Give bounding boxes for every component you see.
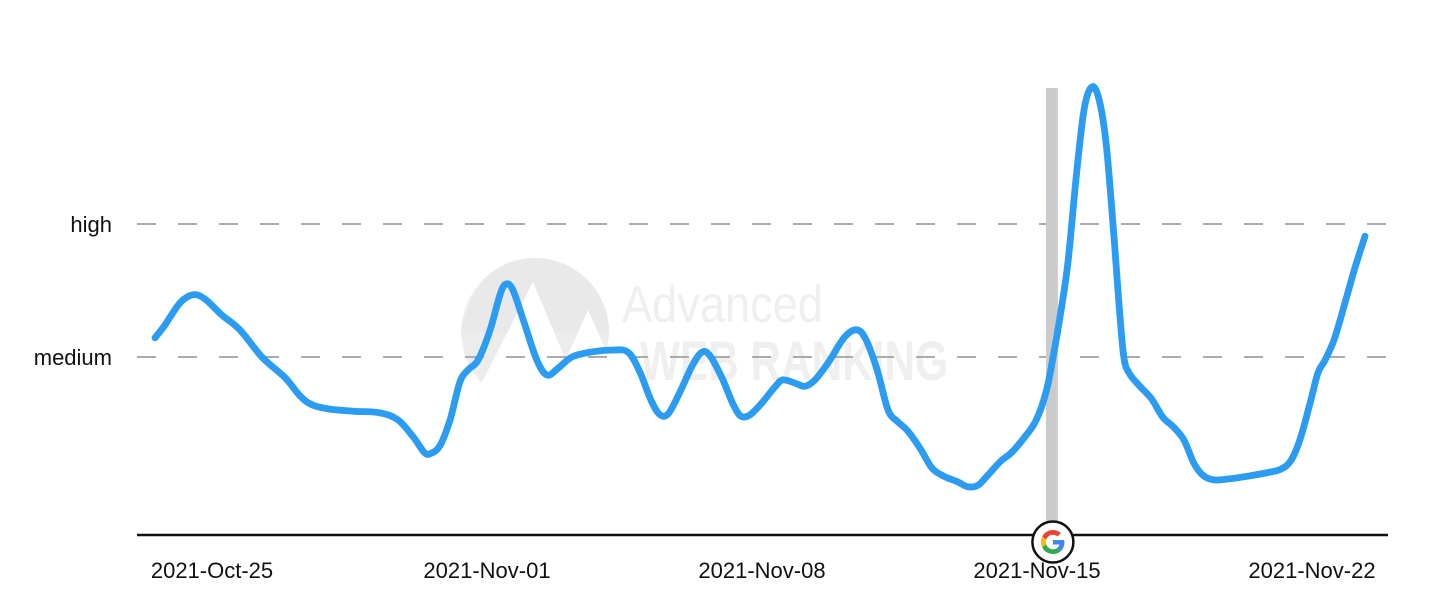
volatility-line[interactable] <box>151 83 1369 491</box>
watermark: Advanced WEB RANKING <box>461 258 948 406</box>
x-tick-label-0: 2021-Oct-25 <box>151 558 273 583</box>
watermark-line1: Advanced <box>622 276 823 334</box>
y-tick-label-high: high <box>70 212 112 237</box>
x-tick-label-4: 2021-Nov-22 <box>1248 558 1375 583</box>
google-update-marker[interactable] <box>1031 520 1075 564</box>
x-tick-label-2: 2021-Nov-08 <box>698 558 825 583</box>
event-bar <box>1045 88 1058 535</box>
google-g-icon <box>1040 530 1065 554</box>
y-tick-label-medium: medium <box>34 345 112 370</box>
x-tick-label-3: 2021-Nov-15 <box>973 558 1100 583</box>
x-tick-label-1: 2021-Nov-01 <box>423 558 550 583</box>
